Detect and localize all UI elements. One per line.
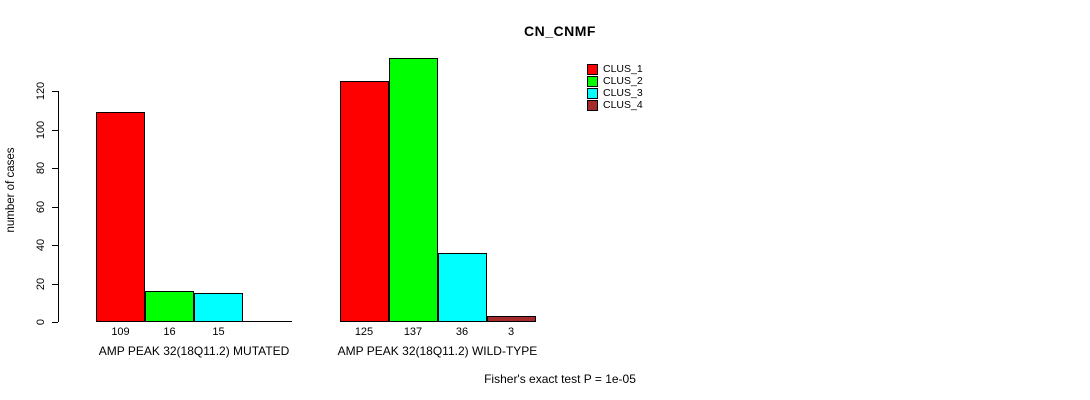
y-tick-label: 0: [35, 318, 47, 326]
legend-item: CLUS_4: [587, 99, 643, 111]
chart-title: CN_CNMF: [524, 23, 596, 39]
y-tick: [52, 322, 58, 323]
legend-swatch-icon: [587, 87, 598, 99]
y-tick-label: 80: [35, 161, 47, 175]
y-tick: [52, 91, 58, 92]
group-label: AMP PEAK 32(18Q11.2) WILD-TYPE: [337, 344, 538, 358]
bar: [388, 58, 438, 322]
bar: [145, 291, 194, 322]
legend: CLUS_1 CLUS_2 CLUS_3 CLUS_4: [587, 63, 643, 111]
group-label: AMP PEAK 32(18Q11.2) MUTATED: [98, 344, 290, 358]
y-tick: [52, 245, 58, 246]
y-tick-label: 60: [35, 200, 47, 213]
bar-value-label: 16: [163, 326, 176, 338]
y-axis-line: [58, 91, 59, 322]
bar: [437, 252, 487, 322]
y-tick: [52, 168, 58, 169]
bar: [339, 81, 389, 322]
legend-item: CLUS_2: [587, 75, 643, 87]
legend-item-label: CLUS_1: [603, 63, 643, 75]
legend-item-label: CLUS_2: [603, 75, 643, 87]
y-tick-label: 40: [35, 238, 47, 252]
fisher-test-label: Fisher's exact test P = 1e-05: [484, 372, 636, 386]
bar: [194, 293, 243, 322]
y-tick-label: 20: [35, 277, 47, 290]
bar-value-label: 15: [212, 326, 225, 338]
bar-value-label: 36: [455, 326, 469, 338]
legend-item: CLUS_1: [587, 63, 643, 75]
bar: [96, 112, 145, 322]
legend-swatch-icon: [587, 99, 598, 111]
bar-value-label: 109: [111, 326, 130, 338]
y-tick-label: 120: [35, 81, 47, 101]
bar-value-label: 3: [507, 326, 515, 338]
legend-item-label: CLUS_4: [603, 99, 643, 111]
y-tick: [52, 206, 58, 208]
legend-swatch-icon: [587, 75, 598, 87]
legend-item: CLUS_3: [587, 87, 643, 99]
bar: [243, 321, 292, 322]
bar-value-label: 137: [403, 326, 423, 338]
legend-swatch-icon: [587, 63, 598, 75]
bar: [486, 316, 536, 322]
y-tick: [52, 283, 58, 285]
y-tick-label: 100: [35, 120, 47, 139]
bar-value-label: 125: [354, 326, 374, 338]
legend-item-label: CLUS_3: [603, 87, 643, 99]
y-tick: [52, 129, 58, 131]
